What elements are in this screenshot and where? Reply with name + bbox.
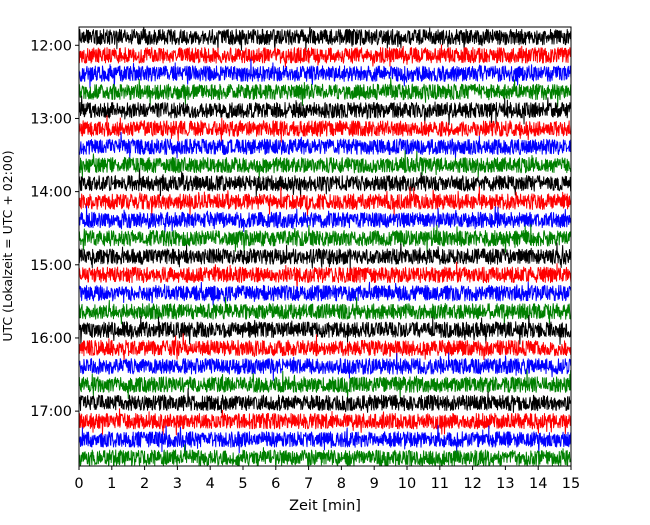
trace-1215 xyxy=(79,58,571,89)
x-tick-label: 0 xyxy=(74,476,83,492)
trace-1400 xyxy=(79,186,571,217)
trace-1515 xyxy=(79,281,571,306)
x-tick-label: 3 xyxy=(173,476,182,492)
x-tick-label: 13 xyxy=(496,476,514,492)
x-tick-label: 14 xyxy=(529,476,547,492)
trace-1700 xyxy=(79,408,571,436)
y-tick-label: 13:00 xyxy=(30,111,72,127)
x-tick-label: 1 xyxy=(107,476,116,492)
trace-1345 xyxy=(79,169,571,198)
x-tick-label: 6 xyxy=(271,476,280,492)
traces-layer xyxy=(79,27,571,466)
trace-1300 xyxy=(79,115,571,143)
trace-1330 xyxy=(79,150,571,179)
y-axis: 12:00 13:00 14:00 15:00 16:00 17:00 xyxy=(30,38,79,420)
trace-1715 xyxy=(79,424,571,454)
trace-1545 xyxy=(79,314,571,345)
y-tick-label: 15:00 xyxy=(30,258,72,274)
x-tick-label: 8 xyxy=(337,476,346,492)
x-tick-label: 12 xyxy=(463,476,481,492)
trace-1500 xyxy=(79,261,571,289)
x-tick-label: 15 xyxy=(562,476,580,492)
x-axis-label: Zeit [min] xyxy=(289,498,361,514)
trace-1430 xyxy=(79,224,571,253)
y-tick-label: 16:00 xyxy=(30,331,72,347)
trace-1445 xyxy=(79,242,571,271)
x-tick-label: 10 xyxy=(398,476,416,492)
x-tick-label: 7 xyxy=(304,476,313,492)
trace-1200 xyxy=(79,44,571,68)
x-tick-label: 4 xyxy=(206,476,215,492)
trace-1415 xyxy=(79,205,571,233)
x-tick-label: 9 xyxy=(370,476,379,492)
trace-1230 xyxy=(79,77,571,108)
x-tick-label: 5 xyxy=(238,476,247,492)
plot-frame xyxy=(78,26,572,467)
x-tick-label: 2 xyxy=(140,476,149,492)
trace-1645 xyxy=(79,388,571,414)
x-tick-label: 11 xyxy=(431,476,449,492)
y-tick-label: 12:00 xyxy=(30,38,72,54)
trace-1730 xyxy=(79,444,571,466)
trace-1145 xyxy=(79,27,571,53)
trace-1600 xyxy=(79,333,571,363)
trace-1245 xyxy=(79,95,571,126)
trace-1315 xyxy=(79,131,571,159)
y-tick-label: 14:00 xyxy=(30,185,72,201)
trace-1630 xyxy=(79,369,571,399)
x-axis: 0 1 2 3 4 5 6 7 8 9 10 11 12 13 14 15 xyxy=(74,466,580,492)
y-axis-label: UTC (Lokalzeit = UTC + 02:00) xyxy=(0,150,15,341)
trace-1615 xyxy=(79,352,571,381)
trace-1530 xyxy=(79,297,571,326)
y-tick-label: 17:00 xyxy=(30,404,72,420)
